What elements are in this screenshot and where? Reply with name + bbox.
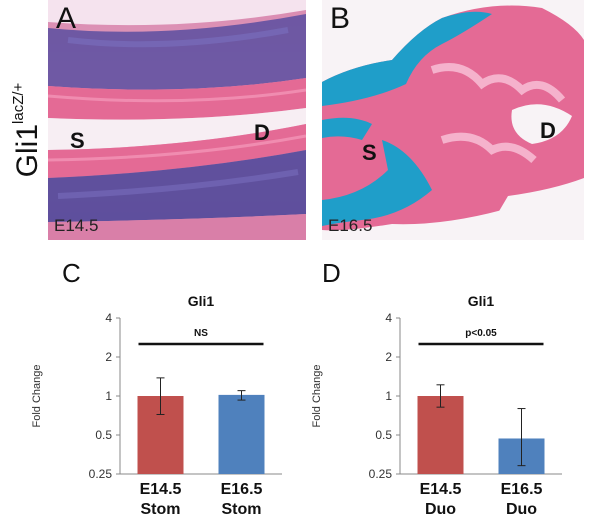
gene-label: Gli1lacZ/+ (10, 80, 46, 180)
chart-c-category-label: Stom (222, 501, 262, 518)
panel-d-letter: D (322, 258, 341, 288)
chart-d: Gli1 Fold Change 0.25 0.5 1 2 4 E14.5 Duo E16.5 Du… (311, 293, 562, 518)
chart-c: Gli1 Fold Change 0.25 0.5 1 2 4 E14.5 Stom E16.5 S… (31, 293, 282, 518)
chart-d-ytick-label: 0.5 (375, 428, 392, 442)
chart-c-significance-label: NS (194, 328, 208, 339)
panel-b-region-s: S (362, 140, 377, 165)
chart-c-ylabel: Fold Change (31, 365, 43, 428)
gene-allele: lacZ/+ (10, 82, 27, 124)
panel-a-region-s: S (70, 128, 85, 153)
chart-d-ytick-label: 2 (385, 350, 392, 364)
chart-d-significance-label: p<0.05 (465, 328, 497, 339)
chart-c-bar (218, 394, 265, 474)
chart-d-bar (417, 396, 464, 474)
micrograph-b: B S D E16.5 (322, 0, 584, 240)
chart-d-title: Gli1 (468, 293, 495, 309)
panel-b-region-d: D (540, 118, 556, 143)
chart-c-ytick-label: 2 (105, 350, 112, 364)
panel-a-letter: A (56, 2, 77, 35)
chart-d-ytick-label: 1 (385, 389, 392, 403)
chart-d-ylabel: Fold Change (311, 365, 323, 428)
chart-c-ytick-label: 1 (105, 389, 112, 403)
panel-c-letter: C (62, 258, 81, 288)
gene-name: Gli1 (11, 123, 44, 178)
chart-d-category-label: Duo (425, 501, 456, 518)
panel-a-stage: E14.5 (54, 216, 99, 235)
panel-a-region-d: D (254, 120, 270, 145)
chart-c-title: Gli1 (188, 293, 215, 309)
chart-c-category-label: E16.5 (221, 481, 263, 498)
chart-d-ytick-label: 0.25 (369, 467, 393, 481)
micrograph-a-image (48, 0, 306, 240)
chart-d-category-label: E14.5 (420, 481, 462, 498)
chart-d-ytick-label: 4 (385, 311, 392, 325)
micrograph-a: A S D E14.5 (48, 0, 306, 240)
chart-c-ytick-label: 4 (105, 311, 112, 325)
panel-b-stage: E16.5 (328, 216, 373, 235)
chart-c-ytick-label: 0.25 (89, 467, 113, 481)
chart-c-ytick-label: 0.5 (95, 428, 112, 442)
panel-b-letter: B (330, 2, 351, 35)
chart-d-category-label: Duo (506, 501, 537, 518)
micrograph-b-image (322, 0, 584, 240)
chart-d-category-label: E16.5 (501, 481, 543, 498)
chart-c-category-label: Stom (141, 501, 181, 518)
chart-c-category-label: E14.5 (140, 481, 182, 498)
